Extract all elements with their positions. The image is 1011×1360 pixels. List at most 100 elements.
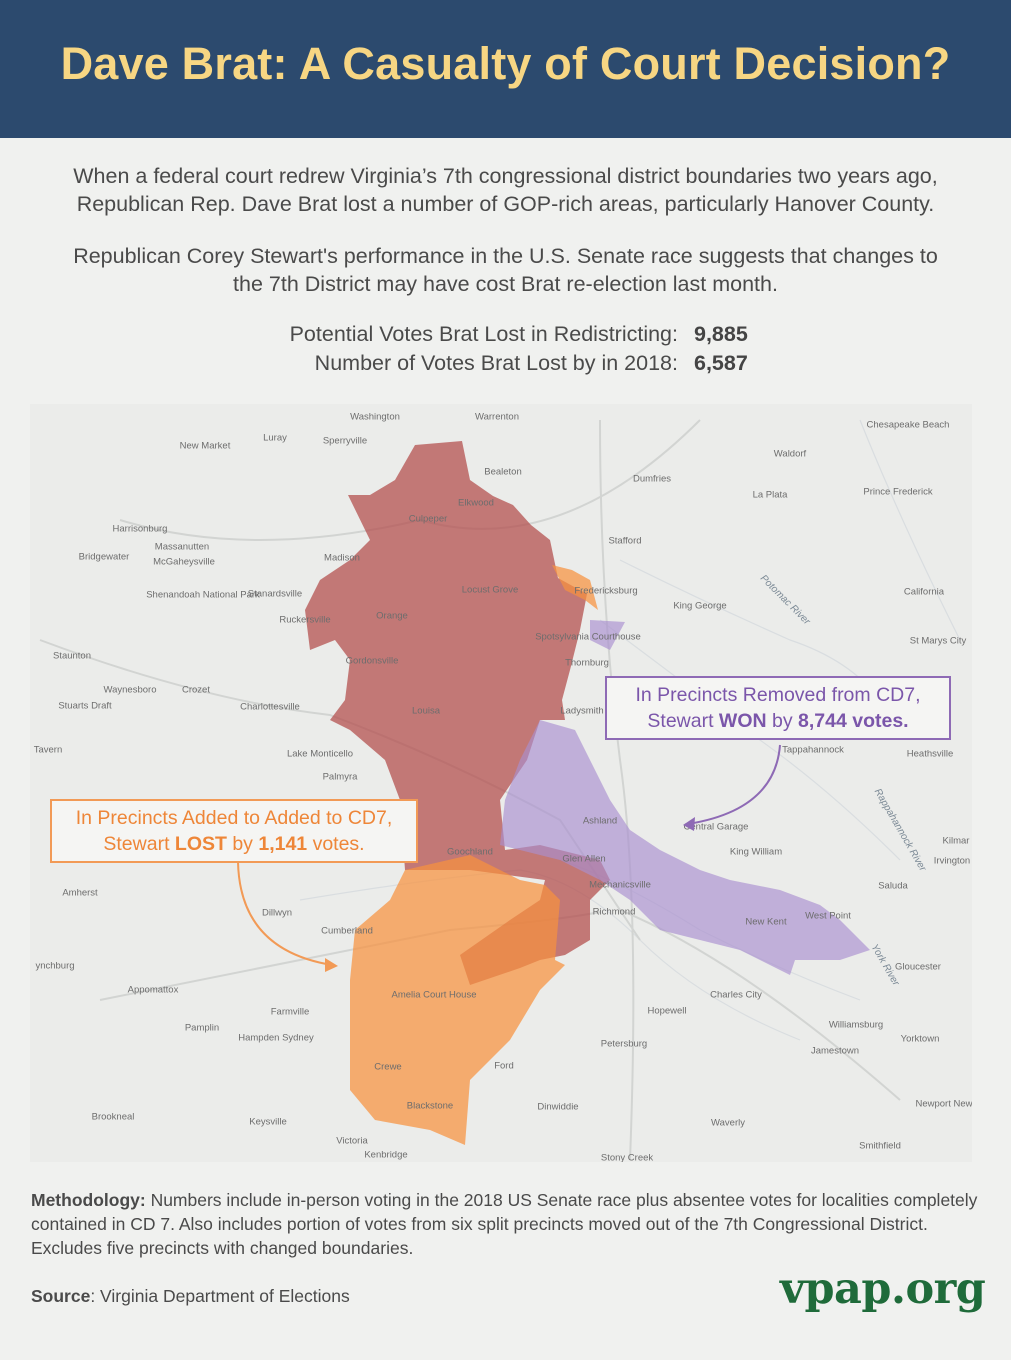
callout-line: In Precincts Added to Added to CD7, [75,807,393,829]
place-label: Waverly [711,1118,745,1129]
place-label: Glen Allen [562,854,605,865]
place-label: Central Garage [684,822,749,833]
place-label: Prince Frederick [863,487,932,498]
place-label: Hopewell [647,1006,686,1017]
precincts-removed [500,720,870,975]
place-label: Pamplin [185,1023,219,1034]
source-label: Source [31,1286,91,1306]
intro-line: When a federal court redrew Virginia’s 7… [73,164,938,188]
callout-line: Stewart WON by 8,744 votes. [615,708,941,734]
place-label: Massanutten [155,542,209,553]
place-label: Dillwyn [262,908,292,919]
precincts-added [350,855,565,1145]
place-label: Blackstone [407,1101,453,1112]
place-label: Shenandoah National Park [146,590,260,601]
place-label: Keysville [249,1117,287,1128]
callout-emphasis: WON [718,710,767,732]
place-label: King William [730,847,782,858]
callout-text: votes. [307,833,365,855]
logo: vpap.org [780,1264,986,1314]
place-label: Warrenton [475,412,519,423]
place-label: Luray [263,433,287,444]
place-label: Cumberland [321,926,373,937]
place-label: Lake Monticello [287,749,353,760]
place-label: Crozet [182,685,210,696]
callout-arrow [237,861,333,966]
place-label: Stafford [608,536,641,547]
place-label: Amelia Court House [391,990,476,1001]
place-label: Palmyra [323,772,359,783]
place-label: Orange [376,611,408,622]
place-label: St Marys City [910,636,967,647]
callout-text: Stewart [103,833,175,855]
callout-line: In Precincts Removed from CD7, [635,684,921,706]
map: Washington Warrenton Chesapeake Beach Luray… [30,404,972,1162]
place-label: Williamsburg [829,1020,883,1031]
callout-text: by [766,710,799,732]
place-label: Mechanicsville [589,880,651,891]
place-label: Irvington [934,856,970,867]
place-label: Ruckersville [279,615,330,626]
place-label: McGaheysville [153,557,215,568]
place-label: Gordonsville [346,656,399,667]
stat-label: Potential Votes Brat Lost in Redistricti… [289,322,678,346]
place-label: Yorktown [901,1034,940,1045]
place-label: Culpeper [409,514,448,525]
place-label: Tappahannock [782,745,844,756]
callout-emphasis: 8,744 votes. [798,710,909,732]
place-label: Amherst [62,888,98,899]
place-label: Crewe [374,1062,401,1073]
place-label: Stony Creek [601,1153,654,1162]
place-label: Brookneal [92,1112,135,1123]
title: Dave Brat: A Casualty of Court Decision? [60,38,951,89]
callout-arrow [687,744,781,825]
place-label: Waldorf [774,449,807,460]
header: Dave Brat: A Casualty of Court Decision? [0,0,1011,138]
place-label: New Market [180,441,231,452]
place-label: Madison [324,553,360,564]
place-label: Charles City [710,990,762,1001]
place-label: Ford [494,1061,514,1072]
place-label: Washington [350,412,400,423]
place-label: Stanardsville [248,589,302,600]
place-label: Fredericksburg [574,586,637,597]
arrow-head [683,817,695,831]
place-label: ynchburg [35,961,74,972]
place-label: Ladysmith [560,706,603,717]
callout: In Precincts Removed from CD7, Stewart W… [605,676,951,740]
place-label: Jamestown [811,1046,859,1057]
place-label: Dinwiddie [537,1102,578,1113]
stat-value: 6,587 [694,351,748,375]
methodology: Methodology: Numbers include in-person v… [31,1188,981,1260]
place-label: Bridgewater [79,552,130,563]
place-label: Victoria [336,1136,368,1147]
place-label: Bealeton [484,467,522,478]
place-label: Dumfries [633,474,671,485]
stat-label: Number of Votes Brat Lost by in 2018: [314,351,678,375]
place-label: Elkwood [458,498,494,509]
source-text: : Virginia Department of Elections [90,1286,350,1306]
place-label: Hampden Sydney [238,1033,314,1044]
place-label: Locust Grove [462,585,519,596]
place-label: Staunton [53,651,91,662]
place-label: Stuarts Draft [58,701,112,712]
intro-paragraph: When a federal court redrew Virginia’s 7… [0,162,1011,218]
place-label: Tavern [34,745,63,756]
callout-emphasis: 1,141 [258,833,308,855]
intro-paragraph: Republican Corey Stewart's performance i… [0,242,1011,298]
place-label: Ashland [583,816,617,827]
place-label: Heathsville [907,749,953,760]
place-label: King George [673,601,726,612]
place-label: Thornburg [565,658,609,669]
intro-line: the 7th District may have cost Brat re-e… [233,272,778,296]
place-label: California [904,587,945,598]
callout-text: Stewart [647,710,719,732]
callout-text: by [226,833,259,855]
stat-value: 9,885 [694,322,748,346]
methodology-text: Numbers include in-person voting in the … [31,1190,978,1258]
place-label: Spotsylvania Courthouse [535,632,641,643]
place-label: Waynesboro [104,685,157,696]
precincts-removed [590,620,625,650]
place-label: Farmville [271,1007,310,1018]
callout: In Precincts Added to Added to CD7, Stew… [50,799,418,863]
